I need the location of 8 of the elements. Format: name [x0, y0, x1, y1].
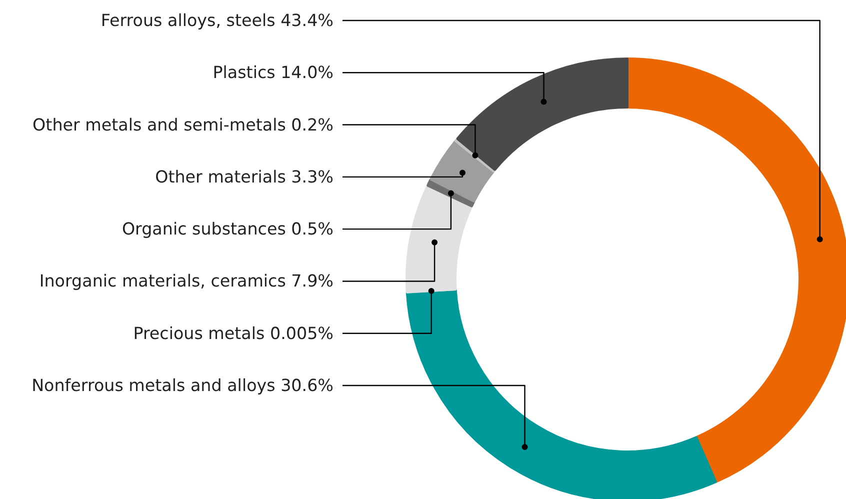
slice-label: Organic substances 0.5% [122, 220, 334, 239]
slice-label: Precious metals 0.005% [133, 324, 334, 343]
slice-label: Other metals and semi-metals 0.2% [32, 115, 334, 134]
slice-label: Inorganic materials, ceramics 7.9% [39, 272, 334, 291]
slice-label: Ferrous alloys, steels 43.4% [100, 11, 334, 30]
slice-label: Nonferrous metals and alloys 30.6% [32, 376, 334, 395]
slice-label: Plastics 14.0% [212, 63, 334, 82]
slice-label: Other materials 3.3% [155, 167, 334, 186]
